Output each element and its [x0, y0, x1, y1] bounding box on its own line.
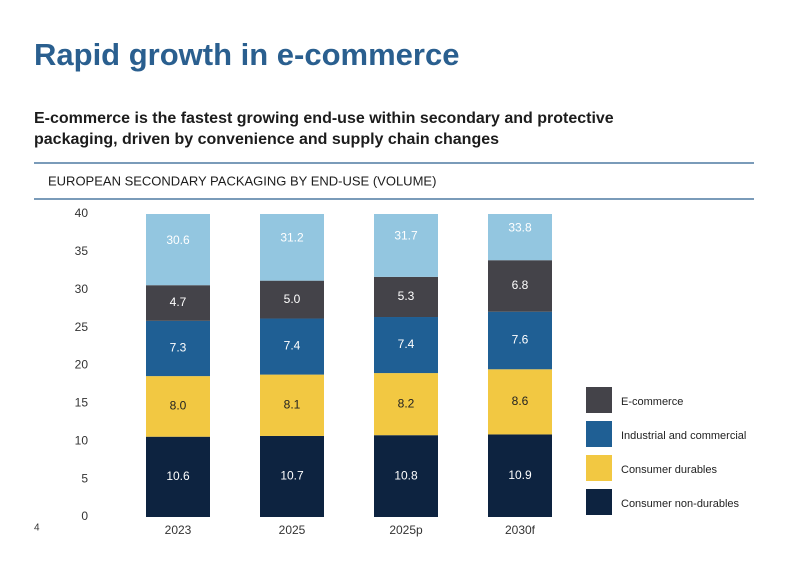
x-tick-label: 2025 — [279, 523, 306, 537]
y-tick-label: 30 — [75, 282, 89, 296]
bar-segment — [488, 434, 552, 517]
data-label: 10.7 — [280, 469, 304, 483]
legend-swatch — [586, 489, 612, 515]
bar-segment — [374, 317, 438, 374]
x-tick-label: 2025p — [389, 523, 423, 537]
total-label: 31.7 — [394, 229, 418, 243]
data-label: 8.1 — [284, 397, 301, 411]
bar-segment — [146, 285, 210, 321]
legend-label: Industrial and commercial — [621, 430, 746, 442]
data-label: 10.9 — [508, 468, 532, 482]
data-label: 8.6 — [512, 394, 529, 408]
y-tick-label: 40 — [75, 206, 89, 220]
x-tick-label: 2023 — [165, 523, 192, 537]
x-tick-label: 2030f — [505, 523, 536, 537]
data-label: 7.4 — [398, 337, 415, 351]
y-tick-label: 20 — [75, 358, 89, 372]
subtitle: E-commerce is the fastest growing end-us… — [34, 110, 614, 127]
data-label: 10.6 — [166, 469, 190, 483]
data-label: 8.0 — [170, 399, 187, 413]
legend-swatch — [586, 455, 612, 481]
data-label: 8.2 — [398, 396, 415, 410]
data-label: 5.3 — [398, 289, 415, 303]
legend-swatch — [586, 387, 612, 413]
total-label: 31.2 — [280, 231, 304, 245]
bar-segment — [146, 320, 210, 377]
data-label: 4.7 — [170, 295, 187, 309]
bar-segment — [260, 280, 324, 319]
legend-swatch — [586, 421, 612, 447]
page-number: 4 — [34, 523, 40, 534]
total-box — [146, 214, 210, 286]
legend-label: Consumer durables — [621, 464, 717, 476]
y-tick-label: 35 — [75, 244, 89, 258]
bar-segment — [488, 311, 552, 370]
bar-segment — [146, 376, 210, 437]
total-label: 30.6 — [166, 233, 190, 247]
subtitle: packaging, driven by convenience and sup… — [34, 131, 499, 148]
legend-label: E-commerce — [621, 396, 683, 408]
bar-segment — [488, 260, 552, 312]
bar-segment — [374, 435, 438, 517]
bar-segment — [260, 318, 324, 375]
bar-segment — [374, 276, 438, 318]
data-label: 6.8 — [512, 278, 529, 292]
bar-segment — [146, 436, 210, 517]
y-tick-label: 15 — [75, 396, 89, 410]
y-tick-label: 10 — [75, 433, 89, 447]
bar-segment — [374, 373, 438, 436]
bar-segment — [260, 435, 324, 517]
y-tick-label: 5 — [81, 471, 88, 485]
title: Rapid growth in e-commerce — [34, 37, 459, 72]
bar-segment — [260, 374, 324, 436]
data-label: 7.4 — [284, 339, 301, 353]
y-tick-label: 25 — [75, 320, 89, 334]
total-label: 33.8 — [508, 220, 532, 234]
total-box — [260, 214, 324, 281]
total-box — [488, 214, 552, 261]
y-tick-label: 0 — [81, 509, 88, 523]
total-box — [374, 214, 438, 277]
data-label: 5.0 — [284, 292, 301, 306]
data-label: 7.6 — [512, 333, 529, 347]
chart-title: EUROPEAN SECONDARY PACKAGING BY END-USE … — [48, 173, 436, 188]
data-label: 10.8 — [394, 468, 418, 482]
bar-segment — [488, 369, 552, 435]
data-label: 7.3 — [170, 341, 187, 355]
legend-label: Consumer non-durables — [621, 498, 740, 510]
